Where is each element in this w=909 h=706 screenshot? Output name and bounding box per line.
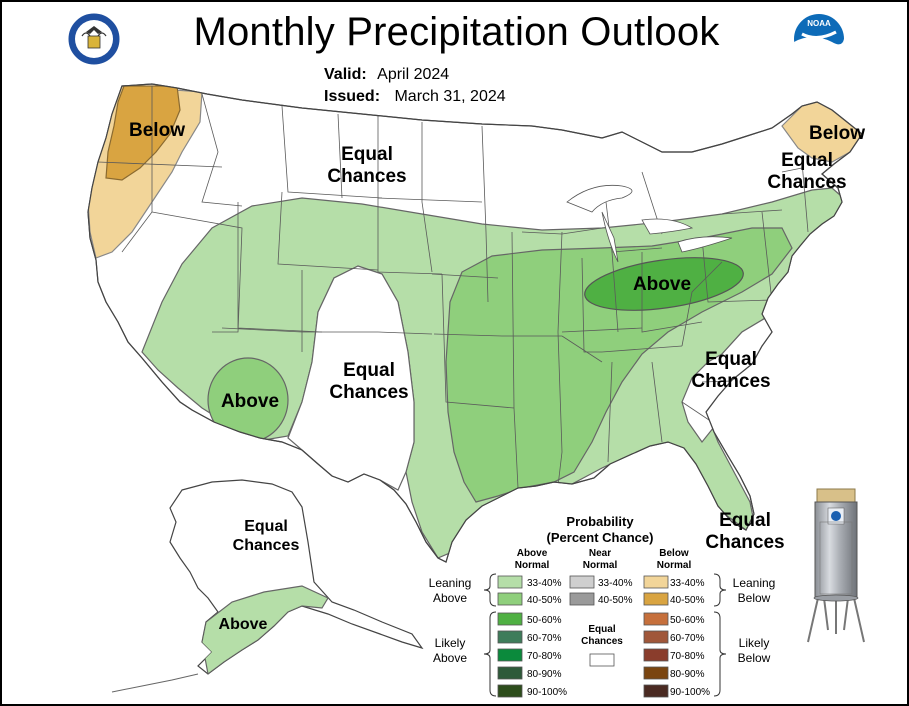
legend-equal-chances: Equal Chances	[572, 624, 632, 648]
legend-below-range-label: 70-80%	[670, 651, 705, 662]
legend-likely-below-line2: Below	[737, 651, 771, 665]
legend-leaning-below-line1: Leaning	[732, 576, 776, 590]
legend-below-header-line2: Normal	[656, 560, 692, 571]
label-above-ohio: Above	[632, 274, 692, 295]
legend-title: Probability (Percent Chance)	[532, 514, 668, 546]
label-above-alaska: Above	[218, 616, 268, 633]
label-equal-alaska-line1: Equal	[244, 518, 288, 535]
valid-label: Valid:	[324, 66, 367, 83]
label-equal-sw: Equal Chances	[314, 360, 424, 404]
legend-below-header-line1: Below	[659, 548, 689, 559]
legend-likely-above-line1: Likely	[434, 636, 466, 650]
label-equal-ne-line2: Chances	[767, 172, 847, 193]
label-equal-florida: Equal Chances	[690, 510, 800, 554]
legend-likely-below: Likely Below	[726, 636, 782, 666]
legend-above-swatch	[497, 575, 523, 589]
legend-likely-above-line2: Above	[432, 651, 468, 665]
label-equal-florida-line1: Equal	[719, 510, 771, 531]
legend-near-header: Near Normal	[572, 548, 628, 572]
label-equal-alaska-line2: Chances	[232, 537, 300, 554]
legend-near-range-label: 33-40%	[598, 578, 633, 589]
label-above-sw: Above	[220, 391, 280, 412]
legend-below-swatch	[643, 684, 669, 698]
label-equal-north-line2: Chances	[327, 166, 407, 187]
legend-below-range-label: 33-40%	[670, 578, 705, 589]
issued-line: Issued: March 31, 2024	[324, 88, 506, 106]
legend-above-range-label: 60-70%	[527, 633, 562, 644]
legend-above-swatch	[497, 648, 523, 662]
legend-equal-chances-line2: Chances	[581, 636, 623, 647]
label-equal-florida-line2: Chances	[705, 532, 785, 553]
legend-above-header: Above Normal	[504, 548, 560, 572]
legend-above-range-label: 40-50%	[527, 595, 562, 606]
legend-below-swatch	[643, 592, 669, 606]
legend-leaning-above-line1: Leaning	[428, 576, 472, 590]
label-equal-carolinas-line1: Equal	[705, 349, 757, 370]
legend-brace-likely-below	[713, 611, 727, 697]
legend-below-swatch	[643, 648, 669, 662]
label-equal-carolinas-line2: Chances	[691, 371, 771, 392]
label-equal-sw-line1: Equal	[343, 360, 395, 381]
legend-above-header-line2: Normal	[514, 560, 550, 571]
label-equal-alaska: Equal Chances	[216, 517, 316, 555]
legend-near-range-label: 40-50%	[598, 595, 633, 606]
legend-below-swatch	[643, 630, 669, 644]
legend-leaning-above-line2: Above	[432, 591, 468, 605]
legend-above-swatch	[497, 630, 523, 644]
label-below-nw: Below	[129, 120, 185, 141]
legend-above-swatch	[497, 612, 523, 626]
legend-above-swatch	[497, 666, 523, 680]
legend-likely-above: Likely Above	[422, 636, 478, 666]
label-equal-north-line1: Equal	[341, 144, 393, 165]
valid-value: April 2024	[377, 66, 450, 83]
legend-below-range-label: 90-100%	[670, 687, 710, 698]
legend-below-range-label: 50-60%	[670, 615, 705, 626]
legend-leaning-below: Leaning Below	[726, 576, 782, 606]
legend-below-swatch	[643, 612, 669, 626]
legend-near-header-line1: Near	[588, 548, 612, 559]
legend-above-swatch	[497, 592, 523, 606]
legend-near-header-line2: Normal	[582, 560, 618, 571]
page-title: Monthly Precipitation Outlook	[193, 10, 720, 54]
legend-below-header: Below Normal	[646, 548, 702, 572]
legend-above-range-label: 50-60%	[527, 615, 562, 626]
legend-equal-chances-line1: Equal	[588, 624, 616, 635]
legend-above-range-label: 70-80%	[527, 651, 562, 662]
legend-above-range-label: 33-40%	[527, 578, 562, 589]
label-equal-sw-line2: Chances	[329, 382, 409, 403]
issued-label: Issued:	[324, 88, 381, 105]
legend-above-range-label: 90-100%	[527, 687, 567, 698]
legend-below-range-label: 80-90%	[670, 669, 705, 680]
legend-above-range-label: 80-90%	[527, 669, 562, 680]
label-equal-carolinas: Equal Chances	[676, 349, 786, 393]
legend-leaning-below-line2: Below	[737, 591, 771, 605]
valid-line: Valid: April 2024	[324, 66, 449, 84]
legend-near-swatch	[569, 592, 595, 606]
label-equal-north: Equal Chances	[312, 144, 422, 188]
legend-below-swatch	[643, 666, 669, 680]
legend-leaning-above: Leaning Above	[422, 576, 478, 606]
legend-brace-leaning-above	[483, 573, 497, 607]
legend-below-range-label: 40-50%	[670, 595, 705, 606]
legend-above-swatch	[497, 684, 523, 698]
legend-brace-leaning-below	[713, 573, 727, 607]
label-equal-ne-line1: Equal	[781, 150, 833, 171]
legend-equal-swatch	[589, 653, 615, 667]
legend-above-header-line1: Above	[516, 548, 548, 559]
legend-below-swatch	[643, 575, 669, 589]
legend-brace-likely-above	[483, 611, 497, 697]
label-equal-ne: Equal Chances	[752, 150, 862, 194]
label-below-ne: Below	[809, 123, 865, 144]
issued-value: March 31, 2024	[394, 88, 506, 105]
legend-near-swatch	[569, 575, 595, 589]
legend-below-range-label: 60-70%	[670, 633, 705, 644]
legend-title-line2: (Percent Chance)	[546, 530, 654, 545]
legend-title-line1: Probability	[566, 514, 634, 529]
legend-likely-below-line1: Likely	[738, 636, 770, 650]
